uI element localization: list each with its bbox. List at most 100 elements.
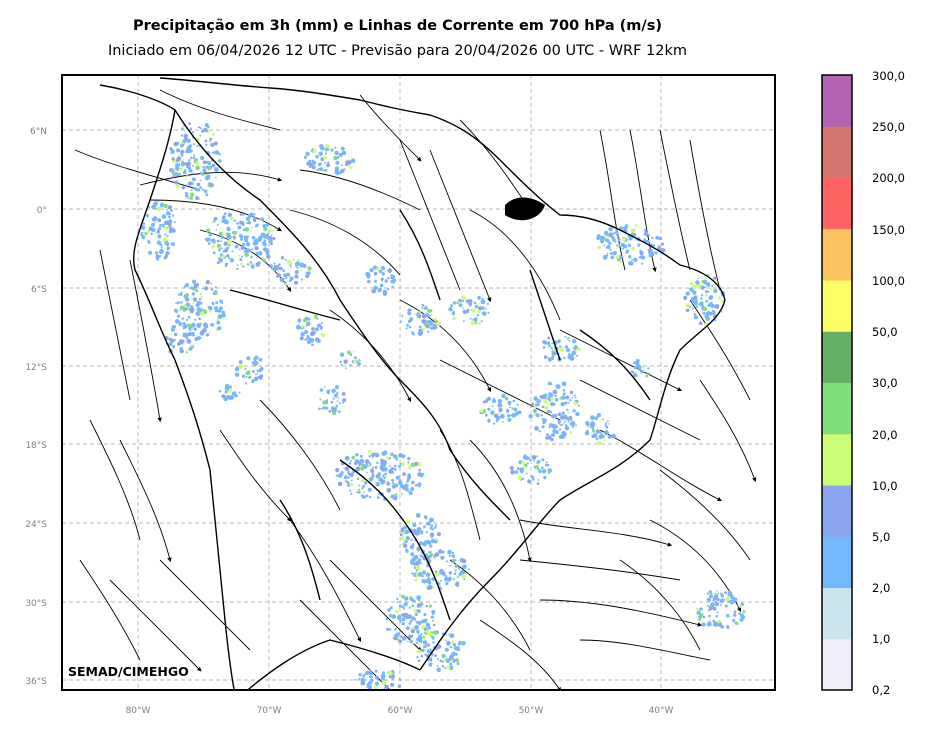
- precip-cell: [258, 368, 262, 373]
- precip-cell: [435, 524, 438, 527]
- precip-cell: [335, 171, 340, 176]
- precip-cell: [369, 678, 374, 683]
- precip-cell: [685, 303, 690, 308]
- precip-cell: [180, 153, 184, 157]
- precip-cell: [634, 365, 638, 370]
- precip-cell: [395, 495, 398, 499]
- precip-cell: [168, 226, 171, 229]
- precip-cell: [418, 516, 420, 518]
- precip-cell: [386, 487, 392, 493]
- precip-cell: [462, 320, 465, 323]
- colorbar-segment: [822, 485, 852, 537]
- precip-cell: [263, 239, 267, 242]
- precip-cell: [252, 370, 255, 373]
- precip-cell: [469, 317, 472, 320]
- precip-cell: [564, 425, 570, 431]
- precip-cell: [567, 411, 570, 414]
- precip-cell: [419, 522, 421, 525]
- precip-cell: [175, 184, 180, 189]
- precip-cell: [387, 670, 393, 676]
- precip-cell: [334, 166, 340, 171]
- precip-cell: [215, 229, 218, 231]
- precip-cell: [359, 454, 363, 458]
- precip-cell: [534, 426, 539, 431]
- precip-cell: [604, 424, 607, 427]
- precip-cell: [334, 150, 339, 155]
- precip-cell: [411, 604, 415, 608]
- precip-cell: [541, 405, 545, 409]
- precip-cell: [605, 254, 609, 257]
- precip-cell: [360, 677, 366, 683]
- precip-cell: [697, 277, 700, 280]
- precip-cell: [430, 662, 433, 665]
- precip-cell: [248, 376, 251, 379]
- precip-cell: [194, 318, 197, 321]
- precip-cell: [266, 248, 269, 250]
- precip-cell: [628, 261, 632, 266]
- precip-cell: [316, 338, 321, 343]
- precip-cell: [200, 293, 202, 295]
- precip-cell: [292, 259, 295, 261]
- precip-cell: [602, 418, 604, 421]
- precip-cell: [201, 129, 205, 133]
- precip-cell: [429, 326, 433, 330]
- precip-cell: [407, 457, 411, 461]
- precip-cell: [255, 262, 260, 267]
- precip-cell: [554, 398, 559, 402]
- precip-cell: [330, 400, 334, 404]
- precip-cell: [424, 653, 427, 656]
- precip-cell: [733, 613, 737, 617]
- amazon-delta: [505, 197, 545, 221]
- precip-cell: [530, 402, 535, 406]
- precip-cell: [701, 622, 706, 627]
- precip-cell: [733, 610, 737, 614]
- precip-cell: [374, 681, 379, 686]
- precip-cell: [597, 246, 601, 250]
- precip-cell: [191, 177, 196, 182]
- precip-cell: [184, 191, 188, 195]
- precip-cell: [713, 276, 717, 280]
- precip-cell: [516, 403, 519, 406]
- precip-cell: [427, 330, 430, 333]
- precip-cell: [453, 558, 457, 562]
- precip-cell: [640, 255, 644, 259]
- precip-cell: [207, 161, 212, 166]
- precip-cell: [458, 640, 462, 644]
- precip-cell: [411, 331, 414, 334]
- precip-cell: [605, 246, 608, 249]
- precip-cell: [327, 148, 330, 151]
- precip-cell: [536, 455, 539, 458]
- precip-cell: [187, 315, 191, 319]
- precip-cell: [421, 303, 425, 307]
- precip-cell: [689, 305, 692, 308]
- precip-cell: [259, 374, 264, 378]
- precip-cell: [724, 604, 728, 608]
- precip-cell: [420, 602, 424, 606]
- precip-cell: [455, 581, 460, 586]
- precip-cell: [182, 170, 187, 175]
- precip-cell: [504, 396, 509, 401]
- precip-cell: [384, 474, 388, 478]
- precip-cell: [533, 409, 537, 413]
- precip-cell: [429, 309, 433, 313]
- precip-cell: [251, 263, 254, 266]
- precip-cell: [404, 539, 408, 544]
- precip-cell: [635, 358, 640, 363]
- precip-cell: [358, 491, 361, 494]
- precip-cell: [572, 409, 576, 413]
- precip-cell: [334, 393, 338, 398]
- precip-cell: [384, 279, 388, 283]
- precip-cell: [142, 222, 146, 225]
- precip-cell: [529, 458, 532, 462]
- precip-cell: [337, 397, 340, 399]
- precip-cell: [269, 229, 274, 233]
- precip-cell: [290, 266, 293, 268]
- precip-cell: [312, 148, 317, 154]
- precip-cell: [389, 452, 393, 456]
- precip-cell: [706, 598, 709, 601]
- precip-cell: [431, 619, 434, 622]
- precip-cell: [349, 489, 352, 492]
- precip-cell: [228, 244, 231, 247]
- precip-cell: [202, 287, 204, 290]
- precip-cell: [357, 362, 362, 366]
